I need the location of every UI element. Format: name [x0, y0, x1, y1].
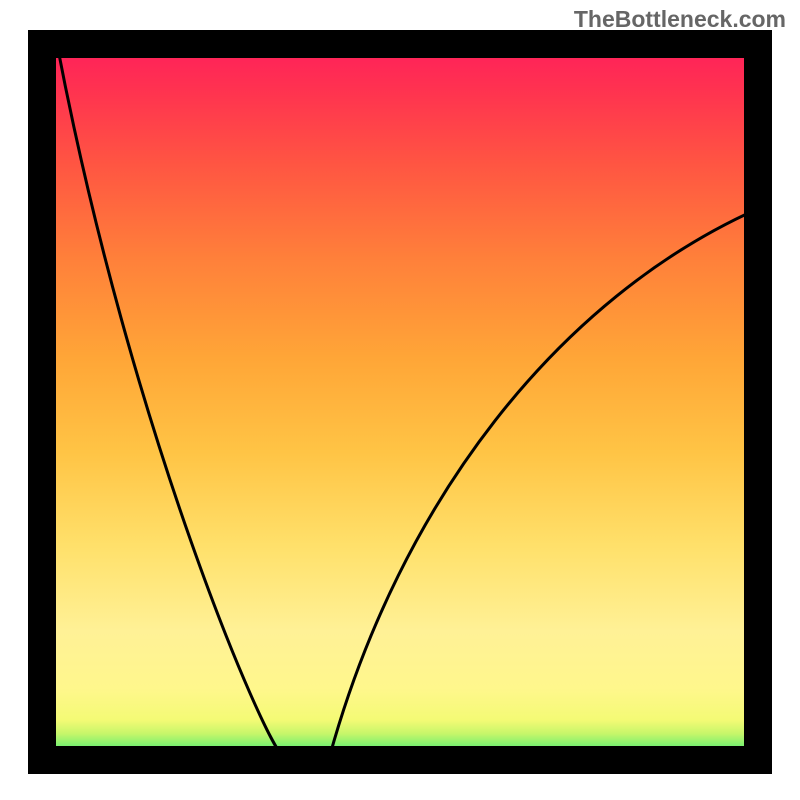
watermark-text: TheBottleneck.com [574, 6, 786, 33]
bottleneck-chart [0, 0, 800, 800]
chart-background [42, 44, 758, 760]
